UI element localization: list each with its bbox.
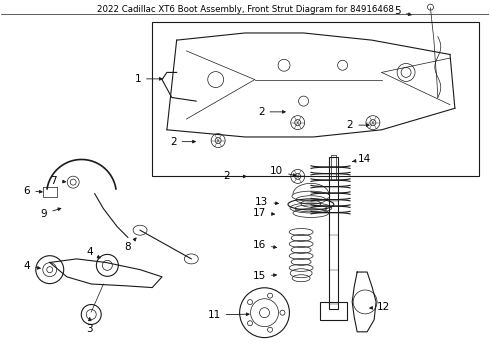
Bar bbox=[319, 302, 347, 320]
Text: 17: 17 bbox=[253, 208, 274, 218]
Text: 9: 9 bbox=[41, 208, 61, 219]
Text: 2: 2 bbox=[347, 120, 369, 130]
Text: 1: 1 bbox=[134, 74, 162, 84]
Text: 14: 14 bbox=[353, 154, 371, 164]
Bar bbox=[152, 22, 479, 176]
Text: 7: 7 bbox=[50, 176, 66, 186]
Text: 4: 4 bbox=[24, 261, 40, 271]
Text: 2: 2 bbox=[258, 107, 285, 117]
Text: 3: 3 bbox=[86, 318, 93, 334]
Text: 13: 13 bbox=[255, 197, 278, 207]
Text: 2: 2 bbox=[224, 171, 246, 181]
Bar bbox=[328, 157, 339, 309]
Text: 4: 4 bbox=[86, 247, 100, 258]
Text: 6: 6 bbox=[24, 186, 42, 196]
Text: 15: 15 bbox=[253, 271, 276, 281]
Text: 16: 16 bbox=[253, 239, 276, 249]
Text: 12: 12 bbox=[370, 302, 390, 312]
Text: 8: 8 bbox=[124, 238, 136, 252]
Text: 10: 10 bbox=[270, 166, 296, 176]
Text: 2: 2 bbox=[170, 137, 196, 147]
Text: 5: 5 bbox=[394, 6, 411, 17]
Text: 11: 11 bbox=[207, 310, 249, 320]
Text: 2022 Cadillac XT6 Boot Assembly, Front Strut Diagram for 84916468: 2022 Cadillac XT6 Boot Assembly, Front S… bbox=[97, 5, 393, 14]
Bar bbox=[331, 155, 336, 180]
